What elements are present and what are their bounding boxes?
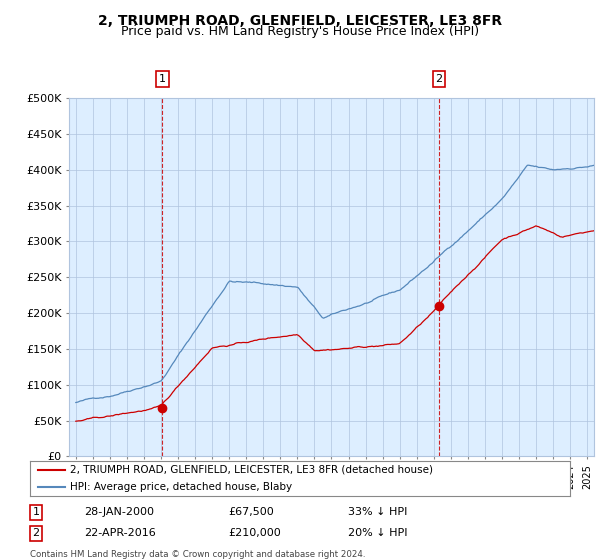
Text: Contains HM Land Registry data © Crown copyright and database right 2024.
This d: Contains HM Land Registry data © Crown c… [30, 550, 365, 560]
Text: 2: 2 [32, 528, 40, 538]
Text: HPI: Average price, detached house, Blaby: HPI: Average price, detached house, Blab… [71, 482, 293, 492]
Text: 22-APR-2016: 22-APR-2016 [84, 528, 156, 538]
Text: 2, TRIUMPH ROAD, GLENFIELD, LEICESTER, LE3 8FR (detached house): 2, TRIUMPH ROAD, GLENFIELD, LEICESTER, L… [71, 465, 433, 474]
Text: £67,500: £67,500 [228, 507, 274, 517]
Text: 28-JAN-2000: 28-JAN-2000 [84, 507, 154, 517]
Text: 2, TRIUMPH ROAD, GLENFIELD, LEICESTER, LE3 8FR: 2, TRIUMPH ROAD, GLENFIELD, LEICESTER, L… [98, 14, 502, 28]
Text: Price paid vs. HM Land Registry's House Price Index (HPI): Price paid vs. HM Land Registry's House … [121, 25, 479, 38]
Text: 1: 1 [32, 507, 40, 517]
Text: 1: 1 [159, 74, 166, 84]
Text: 33% ↓ HPI: 33% ↓ HPI [348, 507, 407, 517]
Text: £210,000: £210,000 [228, 528, 281, 538]
Text: 2: 2 [436, 74, 443, 84]
Text: 20% ↓ HPI: 20% ↓ HPI [348, 528, 407, 538]
